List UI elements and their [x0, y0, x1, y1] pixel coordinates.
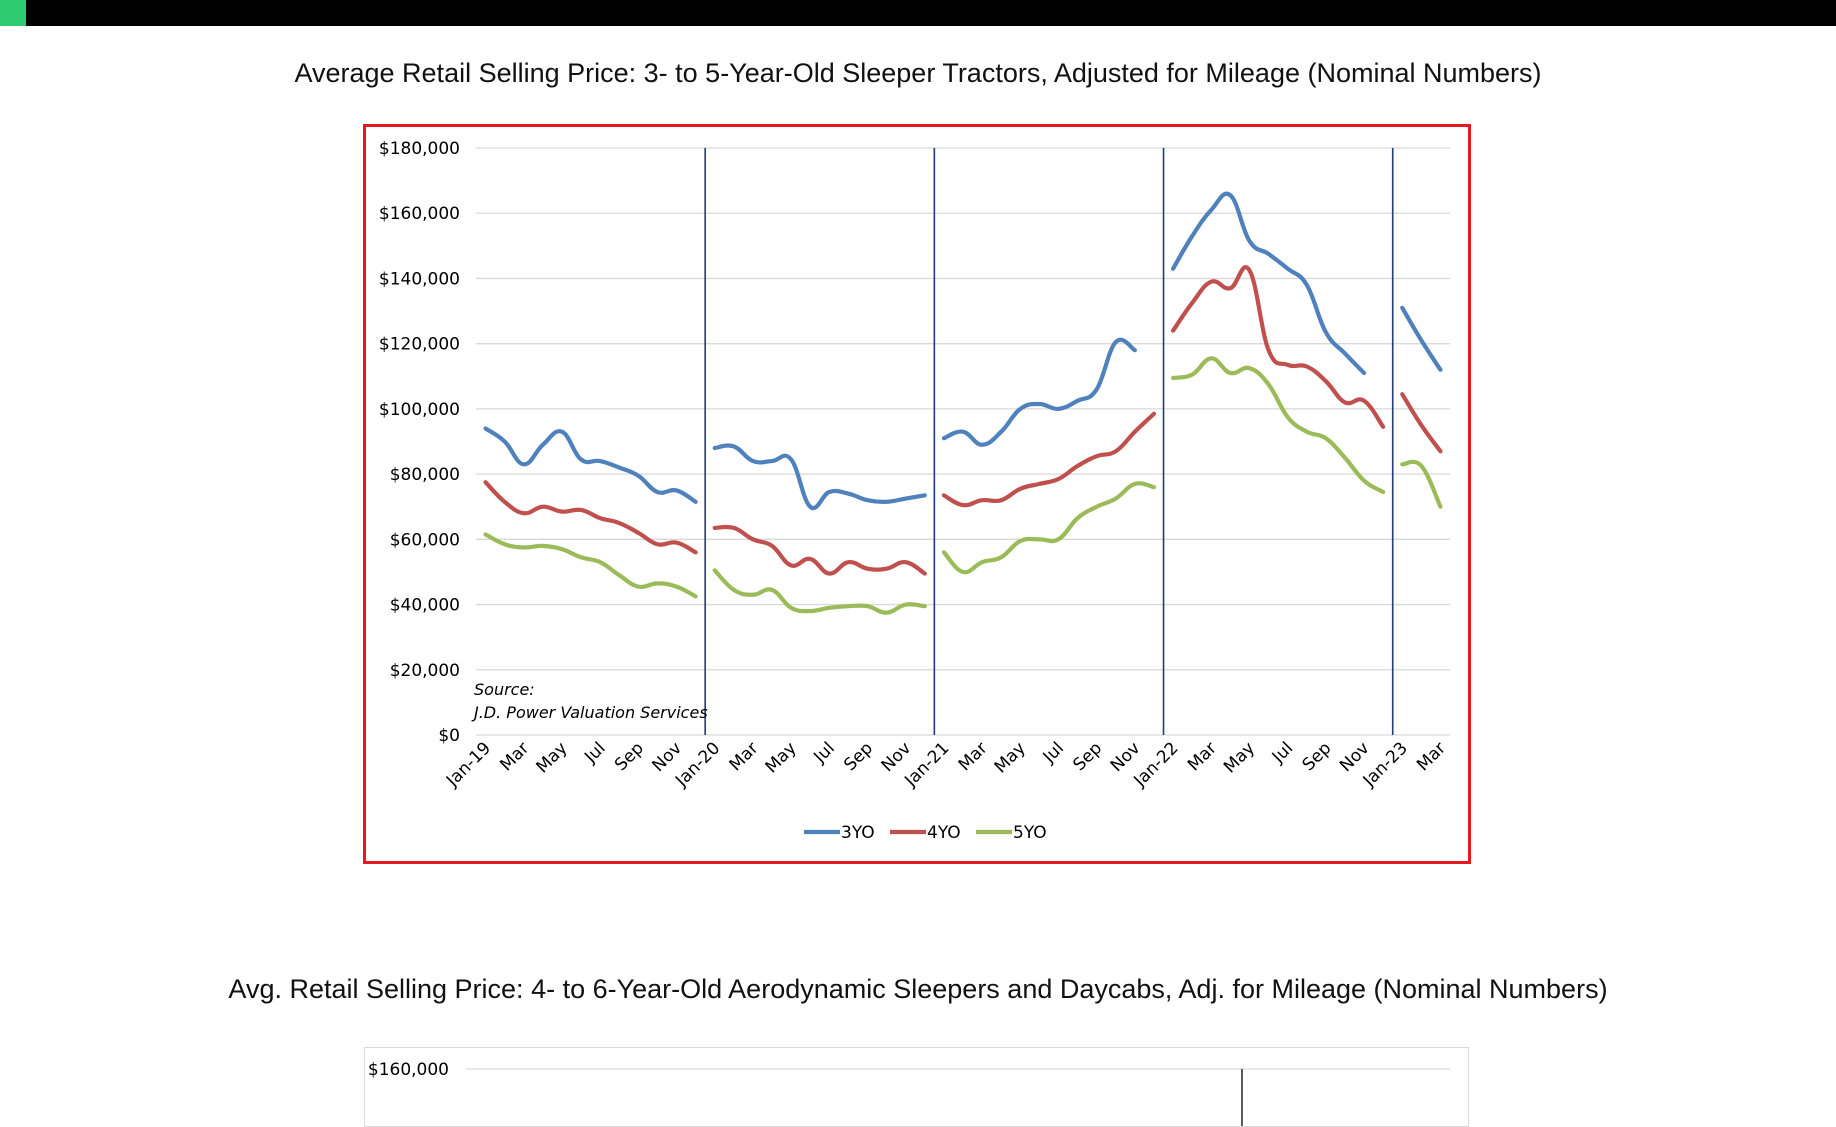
x-tick-label: Jan-19 [442, 738, 495, 791]
top-bar [0, 0, 1836, 26]
chart-1: $0 $20,000 $40,000 $60,000 $80,000 $100,000 $1… [363, 124, 1471, 864]
y-tick-label: $160,000 [368, 1060, 449, 1080]
y-tick-label: $180,000 [379, 139, 460, 159]
y-tick-label: $80,000 [390, 465, 460, 485]
x-tick-label: Jul [580, 738, 609, 767]
y-tick-label: $140,000 [379, 269, 460, 289]
source-annotation-label: Source: [474, 680, 535, 699]
series-line-3yo [712, 443, 927, 511]
x-tick-label: Jul [809, 738, 838, 767]
y-tick-label: $60,000 [390, 530, 460, 550]
chart-1-svg: $0 $20,000 $40,000 $60,000 $80,000 $100,000 $1… [379, 139, 1450, 843]
x-tick-label: Mar [496, 738, 533, 775]
chart-2-svg: $160,000 [368, 1060, 1450, 1126]
series-line-4yo [483, 480, 698, 555]
chart-2: $160,000 [364, 1047, 1469, 1127]
series-line-4yo [1170, 265, 1386, 429]
series-line-5yo [712, 568, 927, 615]
series-line-3yo [483, 426, 698, 504]
legend-label-5yo: 5YO [1013, 823, 1047, 843]
x-tick-label: Mar [955, 738, 992, 775]
x-tick-label: Jul [1268, 738, 1297, 767]
series-line-5yo [483, 532, 698, 599]
series-line-4yo [941, 411, 1157, 508]
series-line-3yo [1170, 191, 1367, 376]
legend-label-4yo: 4YO [927, 823, 961, 843]
legend-label-3yo: 3YO [841, 823, 875, 843]
y-tick-label: $100,000 [379, 400, 460, 420]
series-line-3yo [1400, 305, 1443, 372]
series-line-4yo [712, 524, 927, 576]
x-tick-label: Sep [1299, 738, 1336, 775]
series-line-5yo [1170, 356, 1386, 495]
x-tick-label: Mar [1413, 738, 1450, 775]
source-annotation-text: J.D. Power Valuation Services [471, 703, 708, 722]
x-tick-label: May [532, 738, 571, 777]
x-tick-label: May [1220, 738, 1259, 777]
y-tick-label: $120,000 [379, 335, 460, 355]
y-tick-label: $0 [438, 726, 460, 746]
x-tick-label: Mar [726, 738, 763, 775]
chart-2-title: Avg. Retail Selling Price: 4- to 6-Year-… [228, 974, 1608, 1004]
x-tick-label: May [991, 738, 1030, 777]
y-tick-label: $20,000 [390, 661, 460, 681]
y-tick-label: $40,000 [390, 596, 460, 616]
series-line-5yo [1400, 459, 1443, 509]
x-tick-label: Jul [1039, 738, 1068, 767]
brand-accent [0, 0, 26, 26]
x-tick-label: Sep [840, 738, 877, 775]
series-line-4yo [1400, 392, 1443, 454]
chart-title: Average Retail Selling Price: 3- to 5-Ye… [294, 58, 1542, 88]
x-tick-label: Sep [1069, 738, 1106, 775]
x-tick-label: Mar [1184, 738, 1221, 775]
x-tick-label: May [762, 738, 801, 777]
series-line-3yo [941, 337, 1137, 447]
x-tick-label: Sep [611, 738, 648, 775]
series-line-5yo [941, 481, 1157, 575]
y-tick-label: $160,000 [379, 204, 460, 224]
